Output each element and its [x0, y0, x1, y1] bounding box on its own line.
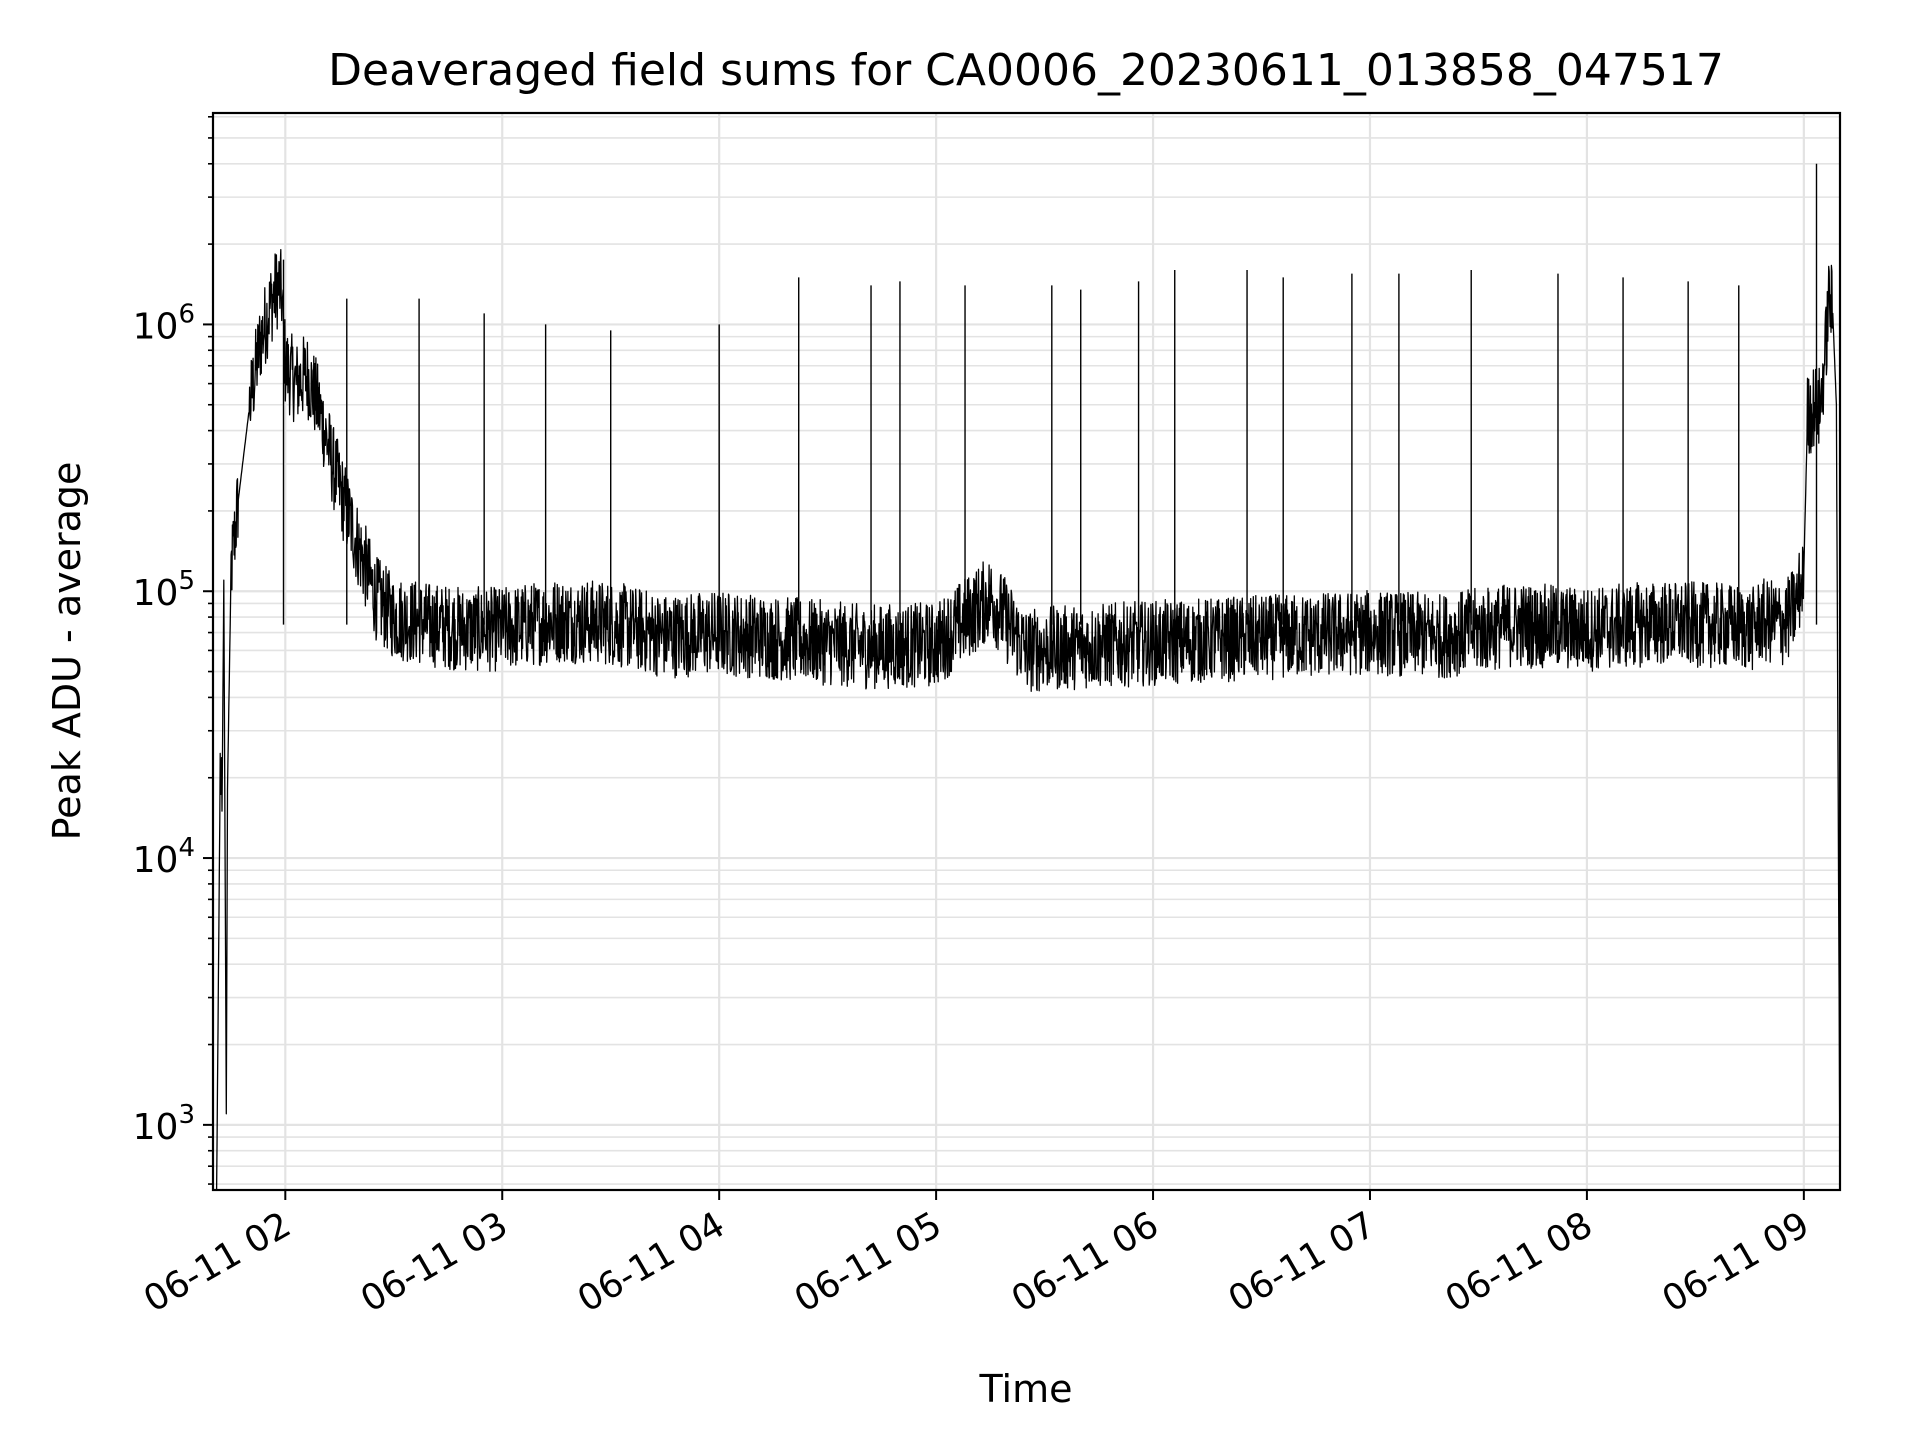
y-axis-label: Peak ADU - average [45, 462, 89, 841]
x-axis-label: Time [979, 1367, 1073, 1411]
axes-frame [211, 111, 1842, 1192]
chart-title: Deaveraged field sums for CA0006_2023061… [328, 45, 1724, 96]
y-tick-label: 106 [133, 299, 195, 347]
plot-area [215, 163, 1841, 1191]
y-tick-label: 103 [133, 1100, 195, 1148]
series-line [215, 248, 1841, 1191]
y-tick-label: 105 [133, 566, 195, 614]
y-tick-label: 104 [133, 833, 195, 881]
